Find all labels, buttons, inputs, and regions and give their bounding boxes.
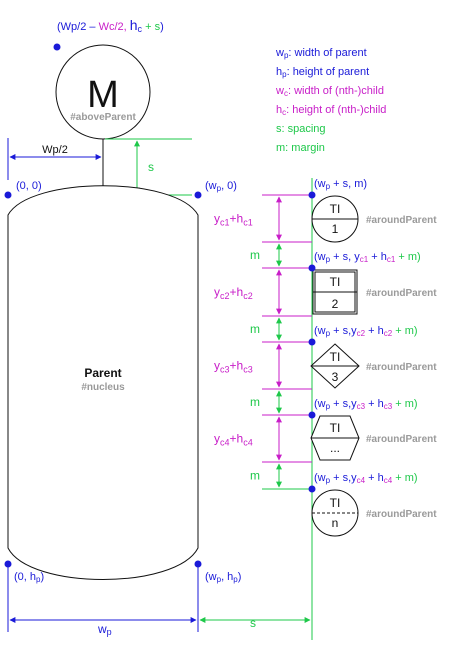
bottom-right-label: (wp, hp): [205, 571, 241, 584]
wp-bottom-label: wp: [97, 622, 112, 637]
child-index: 3: [332, 370, 339, 384]
bottom-left-label: (0, hp): [14, 571, 44, 584]
m-dimension-label: m: [250, 469, 260, 483]
h-dimension-label: yc3+hc3: [214, 359, 253, 375]
m-dimension-label: m: [250, 322, 260, 336]
m-dimension-label: m: [250, 395, 260, 409]
child-title: TI: [330, 350, 341, 364]
origin-label: (0, 0): [16, 180, 42, 192]
child-position-label: (wp + s,yc2 + hc2 + m): [314, 325, 418, 338]
child-anchor-dot: [308, 191, 316, 199]
s-vertical-label: s: [148, 160, 154, 174]
child-index: ...: [330, 441, 340, 455]
legend-item: hp: height of parent: [276, 66, 369, 79]
child-anchor-dot: [308, 264, 316, 272]
legend-item: wp: width of parent: [275, 47, 367, 60]
child-title: TI: [330, 275, 341, 289]
child-position-labels: (wp + s, m) (wp + s, yc1 + hc1 + m) (wp + …: [308, 178, 421, 493]
h-dimension-label: yc2+hc2: [214, 285, 253, 301]
child-anchor-dot: [308, 485, 316, 493]
child-position-label: (wp + s, yc1 + hc1 + m): [314, 251, 421, 264]
wp0-label: (wp, 0): [205, 180, 237, 193]
child-tag: #aroundParent: [366, 509, 437, 520]
parent-title: Parent: [84, 366, 121, 380]
wp-half-label: Wp/2: [42, 144, 68, 156]
above-anchor-dot: [53, 43, 61, 51]
legend: wp: width of parent hp: height of parent w…: [275, 47, 386, 154]
child-tag: #aroundParent: [366, 362, 437, 373]
child-node-4: TI... #aroundParent: [310, 415, 437, 461]
above-parent-tag: #aboveParent: [70, 112, 136, 123]
child-dimensions: yc1+hc1 m yc2+hc2 m yc3+hc3 m yc4+hc4 m: [214, 194, 312, 490]
origin-dot: [4, 191, 12, 199]
child-index: 1: [332, 222, 339, 236]
child-anchor-dot: [308, 338, 316, 346]
h-dimension-label: yc4+hc4: [214, 432, 253, 448]
parent-tag: #nucleus: [81, 382, 125, 393]
child-tag: #aroundParent: [366, 434, 437, 445]
child-index: 2: [332, 297, 339, 311]
child-node-5: TI n #aroundParent: [311, 489, 437, 537]
above-parent-letter: M: [87, 74, 119, 116]
child-title: TI: [330, 421, 341, 435]
child-tag: #aroundParent: [366, 215, 437, 226]
child-node-1: TI 1 #aroundParent: [311, 195, 437, 243]
child-node-2: TI 2 #aroundParent: [312, 269, 437, 315]
child-title: TI: [330, 202, 341, 216]
child-position-label: (wp + s,yc4 + hc4 + m): [314, 472, 418, 485]
legend-item: wc: width of (nth-)child: [275, 85, 384, 98]
parent-cylinder: [7, 185, 199, 580]
children: TI 1 #aroundParent TI 2 #aroundParent TI 3 #arou…: [310, 195, 437, 537]
legend-item: m: margin: [276, 142, 325, 154]
parent-node: Parent #nucleus: [7, 185, 199, 580]
child-title: TI: [330, 496, 341, 510]
child-position-label: (wp + s, m): [314, 178, 367, 191]
child-anchor-dot: [308, 411, 316, 419]
child-position-label: (wp + s,yc3 + hc3 + m): [314, 398, 418, 411]
child-node-3: TI 3 #aroundParent: [310, 343, 437, 389]
svg-text:(Wp/2 – Wc/2, hc + s): (Wp/2 – Wc/2, hc + s): [57, 17, 164, 34]
above-parent-formula: (Wp/2 – Wc/2, hc + s): [53, 17, 164, 51]
wp0-dot: [194, 191, 202, 199]
legend-item: hc: height of (nth-)child: [276, 104, 386, 117]
legend-item: s: spacing: [276, 123, 326, 135]
child-tag: #aroundParent: [366, 288, 437, 299]
h-dimension-label: yc1+hc1: [214, 212, 253, 228]
s-bottom-label: s: [250, 616, 256, 630]
above-parent-node: M #aboveParent: [55, 44, 151, 140]
child-index: n: [332, 516, 339, 530]
m-dimension-label: m: [250, 248, 260, 262]
